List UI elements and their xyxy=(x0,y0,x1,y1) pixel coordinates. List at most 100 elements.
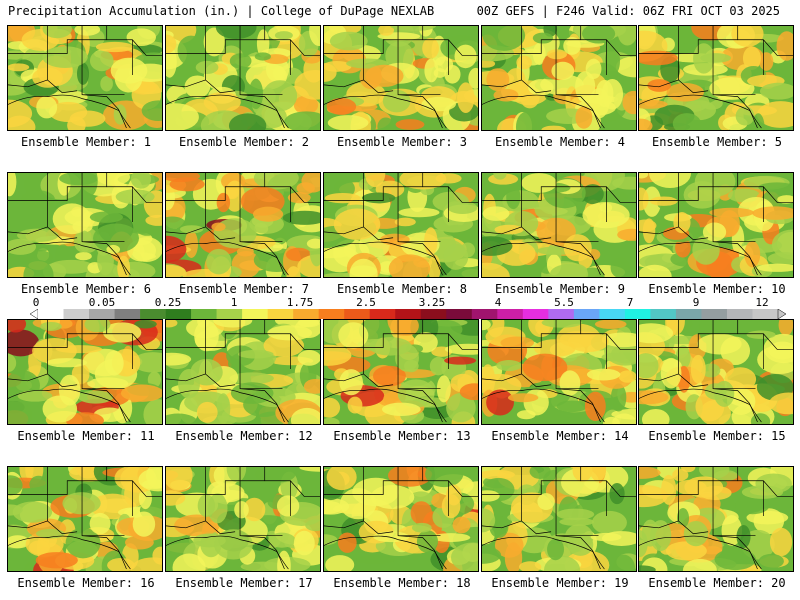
ensemble-member-map xyxy=(323,319,479,425)
colorbar-segment xyxy=(38,309,64,319)
colorbar-segment xyxy=(420,309,447,319)
colorbar-segment xyxy=(140,309,166,319)
ensemble-member-label: Ensemble Member: 13 xyxy=(333,429,471,443)
ensemble-member-map xyxy=(481,172,637,278)
colorbar-segment xyxy=(471,309,498,319)
colorbar-segment xyxy=(165,309,192,319)
colorbar-segment xyxy=(89,309,115,319)
legend-tick-label: 0.25 xyxy=(154,296,182,309)
ensemble-member-label: Ensemble Member: 9 xyxy=(494,282,626,296)
colorbar-segment xyxy=(114,309,141,319)
ensemble-member-label: Ensemble Member: 18 xyxy=(333,576,471,590)
precipitation-field xyxy=(324,320,478,424)
ensemble-member-map xyxy=(638,25,794,131)
ensemble-member-label: Ensemble Member: 14 xyxy=(491,429,629,443)
precipitation-field xyxy=(639,173,793,277)
ensemble-member-map xyxy=(7,319,163,425)
ensemble-member-map xyxy=(7,466,163,572)
ensemble-member-label: Ensemble Member: 11 xyxy=(17,429,155,443)
ensemble-member-map xyxy=(481,319,637,425)
precipitation-field xyxy=(8,320,162,424)
precipitation-field xyxy=(324,467,478,571)
ensemble-member-map xyxy=(638,466,794,572)
colorbar-max-arrow xyxy=(777,309,786,319)
colorbar-segment xyxy=(548,309,575,319)
ensemble-member-map xyxy=(323,466,479,572)
model-valid-time: 00Z GEFS | F246 Valid: 06Z FRI OCT 03 20… xyxy=(476,4,780,18)
legend-tick-label: 1 xyxy=(230,296,238,309)
color-bar xyxy=(30,309,786,319)
ensemble-member-label: Ensemble Member: 17 xyxy=(175,576,313,590)
precipitation-field xyxy=(639,320,793,424)
ensemble-member-label: Ensemble Member: 5 xyxy=(651,135,783,149)
ensemble-member-map xyxy=(638,172,794,278)
colorbar-segment xyxy=(242,309,268,319)
ensemble-member-map xyxy=(481,25,637,131)
legend-tick-label: 1.75 xyxy=(286,296,314,309)
colorbar-segment xyxy=(752,309,779,319)
precipitation-field xyxy=(166,467,320,571)
ensemble-member-label: Ensemble Member: 3 xyxy=(336,135,468,149)
colorbar-segment xyxy=(293,309,319,319)
colorbar-segment xyxy=(650,309,677,319)
ensemble-member-label: Ensemble Member: 10 xyxy=(648,282,786,296)
precipitation-field xyxy=(482,320,636,424)
precipitation-field xyxy=(8,173,162,277)
colorbar-segment xyxy=(63,309,90,319)
colorbar-segment xyxy=(191,309,217,319)
precipitation-field xyxy=(324,26,478,130)
colorbar-segment xyxy=(344,309,371,319)
legend-scale: 0 0.05 0.25 1 1.75 2.5 3.25 4 5.5 7 9 12 xyxy=(30,296,786,320)
ensemble-member-label: Ensemble Member: 6 xyxy=(20,282,152,296)
legend-tick-label: 7 xyxy=(626,296,634,309)
colorbar-segment xyxy=(701,309,728,319)
precipitation-field xyxy=(482,173,636,277)
legend-tick-label: 5.5 xyxy=(554,296,574,309)
ensemble-member-map xyxy=(638,319,794,425)
precipitation-field xyxy=(482,467,636,571)
ensemble-member-map xyxy=(481,466,637,572)
colorbar-segment xyxy=(497,309,524,319)
legend-tick-label: 2.5 xyxy=(356,296,376,309)
ensemble-member-label: Ensemble Member: 20 xyxy=(648,576,786,590)
ensemble-member-label: Ensemble Member: 15 xyxy=(648,429,786,443)
ensemble-member-map xyxy=(323,25,479,131)
colorbar-segment xyxy=(624,309,651,319)
ensemble-member-label: Ensemble Member: 19 xyxy=(491,576,629,590)
colorbar-segment xyxy=(267,309,294,319)
precipitation-field xyxy=(8,467,162,571)
precipitation-field xyxy=(324,173,478,277)
ensemble-member-label: Ensemble Member: 16 xyxy=(17,576,155,590)
legend-tick-label: 3.25 xyxy=(418,296,446,309)
ensemble-member-label: Ensemble Member: 2 xyxy=(178,135,310,149)
colorbar-segment xyxy=(726,309,753,319)
legend-tick-label: 0 xyxy=(32,296,40,309)
colorbar-segment xyxy=(216,309,243,319)
ensemble-member-map xyxy=(7,172,163,278)
legend-tick-label: 0.05 xyxy=(88,296,116,309)
ensemble-member-label: Ensemble Member: 7 xyxy=(178,282,310,296)
colorbar-segment xyxy=(395,309,422,319)
colorbar-segment xyxy=(573,309,600,319)
ensemble-member-label: Ensemble Member: 4 xyxy=(494,135,626,149)
ensemble-member-label: Ensemble Member: 12 xyxy=(175,429,313,443)
precipitation-field xyxy=(639,26,793,130)
colorbar-segment xyxy=(318,309,345,319)
colorbar-segment xyxy=(522,309,549,319)
ensemble-member-label: Ensemble Member: 1 xyxy=(20,135,152,149)
ensemble-member-map xyxy=(165,25,321,131)
ensemble-member-map xyxy=(165,319,321,425)
precipitation-field xyxy=(166,173,320,277)
map-title: Precipitation Accumulation (in.) | Colle… xyxy=(8,4,435,18)
colorbar-segment xyxy=(599,309,626,319)
legend-tick-label: 4 xyxy=(494,296,502,309)
legend-tick-label: 9 xyxy=(692,296,700,309)
colorbar-segment xyxy=(369,309,396,319)
ensemble-member-map xyxy=(165,466,321,572)
colorbar-segment xyxy=(675,309,702,319)
ensemble-member-map xyxy=(323,172,479,278)
legend-tick-label: 12 xyxy=(755,296,769,309)
precipitation-field xyxy=(639,467,793,571)
colorbar-segment xyxy=(446,309,473,319)
precipitation-field xyxy=(166,26,320,130)
